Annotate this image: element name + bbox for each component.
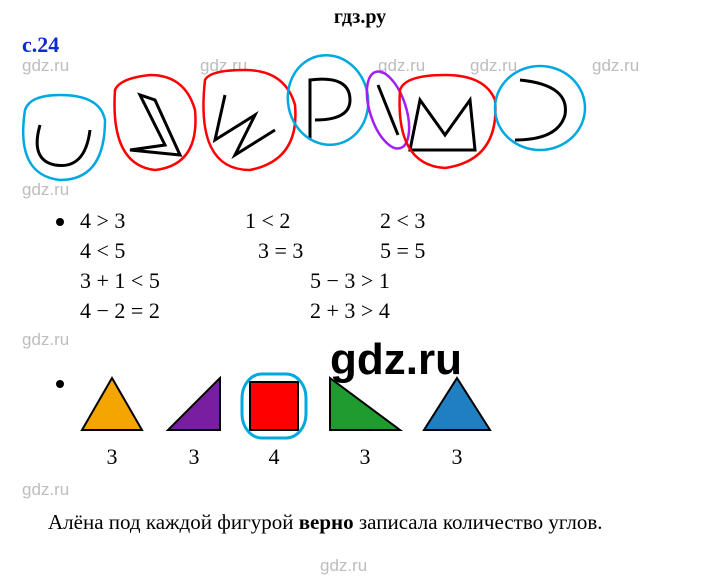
expression-cell: 5 − 3 > 1 (310, 268, 390, 294)
header-title: гдз.ру (0, 0, 720, 29)
shape-label: 4 (244, 444, 304, 470)
answer-sentence: Алёна под каждой фигурой верно записала … (48, 510, 603, 535)
watermark-8: gdz.ru (320, 556, 367, 576)
shape-square (236, 368, 312, 444)
shape-label: 3 (164, 444, 224, 470)
bullet-2 (56, 380, 64, 388)
sentence-bold: верно (299, 510, 354, 534)
expression-cell: 4 > 3 (80, 208, 125, 234)
shape-triangle-right-right (316, 364, 414, 444)
expression-cell: 3 + 1 < 5 (80, 268, 160, 294)
sentence-prefix: Алёна под каждой фигурой (48, 510, 299, 534)
shape-label: 3 (335, 444, 395, 470)
expression-cell: 3 = 3 (258, 238, 303, 264)
expression-cell: 4 − 2 = 2 (80, 298, 160, 324)
expression-cell: 2 < 3 (380, 208, 425, 234)
sentence-suffix: записала количество углов. (354, 510, 603, 534)
watermark-6: gdz.ru (22, 330, 69, 350)
shape-triangle-iso (68, 364, 156, 444)
shape-triangle-right-left (154, 364, 234, 444)
expression-cell: 2 + 3 > 4 (310, 298, 390, 324)
watermark-7: gdz.ru (22, 480, 69, 500)
bullet-1 (56, 218, 64, 226)
expression-cell: 1 < 2 (245, 208, 290, 234)
expression-cell: 4 < 5 (80, 238, 125, 264)
shape-label: 3 (82, 444, 142, 470)
scribbles-svg (0, 40, 720, 210)
expression-cell: 5 = 5 (380, 238, 425, 264)
shape-triangle-iso (410, 364, 504, 444)
shape-label: 3 (427, 444, 487, 470)
